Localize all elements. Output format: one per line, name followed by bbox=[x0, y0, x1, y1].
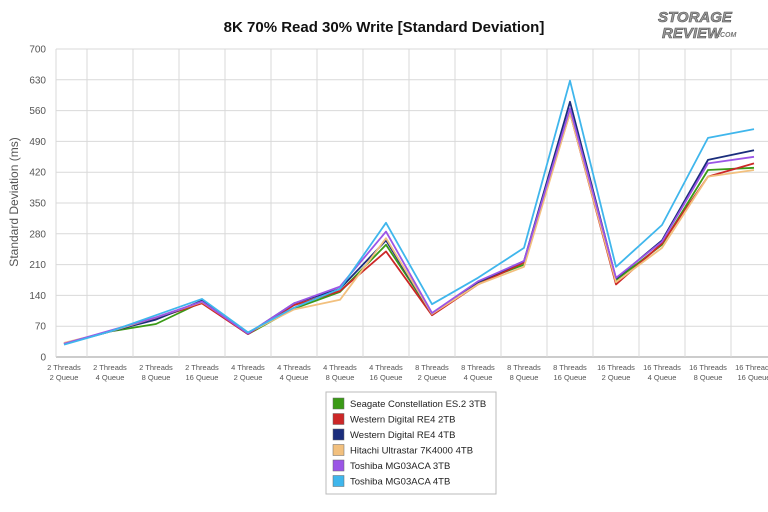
y-tick-label: 0 bbox=[40, 353, 46, 364]
logo-line2: REVIEW bbox=[662, 25, 723, 42]
legend-entry: Hitachi Ultrastar 7K4000 4TB bbox=[350, 446, 473, 457]
legend-swatch bbox=[332, 444, 345, 456]
series-line bbox=[63, 79, 755, 346]
logo-suffix: .COM bbox=[718, 32, 736, 39]
y-tick-label: 210 bbox=[29, 260, 46, 271]
y-tick-label: 490 bbox=[29, 137, 46, 148]
x-tick-label: 2 Threads 4 Queue bbox=[93, 363, 127, 382]
x-tick-label: 2 Threads 16 Queue bbox=[185, 363, 219, 382]
x-tick-label: 8 Threads 2 Queue bbox=[415, 363, 449, 382]
logo: STORAGE REVIEW .COM bbox=[658, 9, 737, 43]
series-line bbox=[63, 107, 755, 345]
y-tick-label: 280 bbox=[29, 229, 46, 240]
y-tick-label: 630 bbox=[29, 75, 46, 86]
legend-swatch bbox=[332, 413, 345, 425]
x-tick-label: 8 Threads 8 Queue bbox=[507, 363, 541, 382]
chart-title: 8K 70% Read 30% Write [Standard Deviatio… bbox=[224, 19, 545, 36]
legend-swatch bbox=[332, 428, 345, 441]
legend-entry: Toshiba MG03ACA 3TB bbox=[350, 461, 450, 472]
legend-entry: Western Digital RE4 4TB bbox=[350, 430, 455, 441]
x-tick-label: 4 Threads 2 Queue bbox=[231, 363, 265, 382]
x-tick-label: 16 Threads 4 Queue bbox=[643, 363, 681, 382]
x-tick-label: 16 Threads 2 Queue bbox=[597, 363, 635, 382]
legend-box bbox=[325, 391, 497, 495]
y-axis-label: Standard Deviation (ms) bbox=[7, 137, 21, 266]
series-line bbox=[63, 109, 755, 345]
logo-line1: STORAGE bbox=[658, 9, 733, 26]
x-tick-label: 8 Threads 4 Queue bbox=[461, 363, 495, 382]
legend-swatch bbox=[332, 459, 345, 472]
x-tick-label: 4 Threads 4 Queue bbox=[277, 363, 311, 382]
y-tick-label: 700 bbox=[29, 45, 46, 56]
legend-swatch bbox=[332, 397, 345, 410]
x-tick-label: 2 Threads 2 Queue bbox=[47, 363, 81, 382]
y-tick-label: 70 bbox=[35, 322, 47, 333]
legend: Seagate Constellation ES.2 3TB Western Di… bbox=[325, 391, 497, 495]
x-axis-ticks: 2 Threads 2 Queue 2 Threads 4 Queue 2 Thread… bbox=[47, 363, 768, 382]
series-lines bbox=[63, 79, 755, 346]
x-tick-label: 4 Threads 8 Queue bbox=[323, 363, 357, 382]
y-tick-label: 140 bbox=[29, 291, 46, 302]
y-axis-ticks: 0 70 140 210 280 350 420 490 560 630 700 bbox=[29, 45, 46, 364]
y-tick-label: 350 bbox=[29, 199, 46, 210]
legend-entry: Seagate Constellation ES.2 3TB bbox=[350, 399, 486, 410]
y-tick-label: 560 bbox=[29, 106, 46, 117]
x-tick-label: 8 Threads 16 Queue bbox=[553, 363, 587, 382]
legend-swatch bbox=[332, 475, 345, 487]
x-tick-label: 2 Threads 8 Queue bbox=[139, 363, 173, 382]
x-tick-label: 16 Threads 8 Queue bbox=[689, 363, 727, 382]
x-tick-label: 4 Threads 16 Queue bbox=[369, 363, 403, 382]
y-tick-label: 420 bbox=[29, 168, 46, 179]
legend-entry: Western Digital RE4 2TB bbox=[350, 415, 455, 426]
grid bbox=[55, 48, 768, 358]
legend-entry: Toshiba MG03ACA 4TB bbox=[350, 477, 450, 488]
